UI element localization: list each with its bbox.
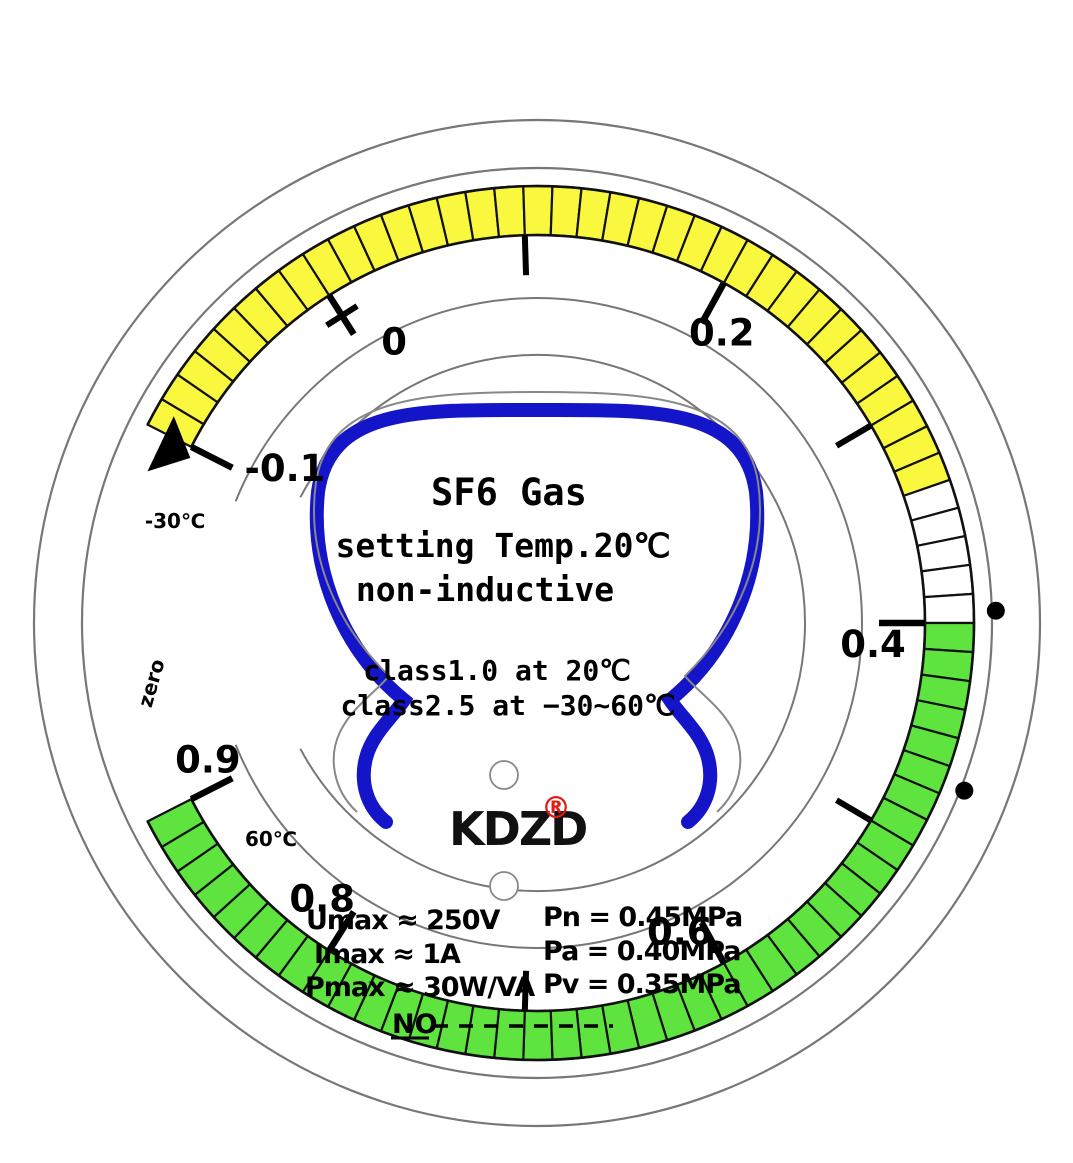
scale-tick [835, 422, 873, 449]
scale-labels: -0.1 0 0.2 0.4 0.6 0.8 0.9 [175, 311, 906, 953]
inner-guide-arc-outer [234, 297, 863, 949]
spec-pmax: Pmax ≈ 30W/VA [305, 972, 535, 1003]
screw-hole-upper [489, 760, 519, 790]
spec-pn: Pn = 0.45MPa [543, 902, 742, 933]
inner-guide-arc-inner [299, 354, 806, 892]
calibration-dots [955, 601, 1005, 800]
index-pointer [147, 416, 191, 472]
temperature-label: zero [133, 656, 170, 710]
scale-tick [835, 797, 873, 824]
spec-pa: Pa = 0.40MPa [543, 936, 740, 967]
scale-segment [522, 1009, 554, 1062]
center-line-setting-temp: setting Temp.20℃ [335, 526, 670, 565]
serial-number-label: NO [392, 1009, 438, 1040]
scale-tick [698, 281, 727, 325]
spec-pv: Pv = 0.35MPa [543, 969, 741, 1000]
scale-label-0neg6: 0.6 [647, 911, 713, 954]
calibration-dot-left [986, 601, 1005, 620]
center-line-class-2: class2.5 at −30~60℃ [341, 689, 676, 722]
outer-bezel-circle [32, 118, 1042, 1128]
scale-label-0neg8: 0.8 [289, 878, 355, 921]
gray-horseshoe-outline [313, 390, 761, 813]
center-line-sf6-gas: SF6 Gas [431, 471, 587, 514]
screw-hole-lower [489, 871, 519, 901]
spec-umax: Umax ≈ 250V [306, 905, 500, 936]
temperature-label: 60℃ [245, 827, 297, 851]
scale-tick [521, 970, 530, 1011]
spec-imax: Imax ≈ 1A [314, 939, 461, 970]
scale-segment [920, 563, 975, 599]
scale-tick [521, 235, 530, 276]
scale-label-neg0-1: -0.1 [245, 447, 326, 490]
center-line-non-inductive: non-inductive [356, 570, 614, 609]
temperature-label: -30℃ [145, 509, 205, 533]
scale-segment [922, 621, 976, 654]
temperature-labels: -30℃ zero 60℃ [133, 509, 297, 851]
scale-tick [698, 921, 727, 965]
scale-segment [549, 1007, 583, 1061]
scale-segment [922, 592, 976, 625]
inner-bezel-circle [80, 166, 994, 1080]
band-outer-edge [146, 184, 976, 1062]
scale-label-0: 0 [381, 320, 407, 363]
calibration-dot-right [955, 781, 974, 800]
center-line-class-1: class1.0 at 20℃ [363, 654, 630, 687]
scale-label-0neg2: 0.2 [689, 311, 755, 354]
tick-marks [189, 235, 925, 1011]
zero-tick-crossbar [325, 303, 359, 328]
scale-tick [326, 910, 357, 953]
scale-label-0neg4: 0.4 [840, 623, 906, 666]
scale-segment [522, 184, 554, 237]
scale-segment [492, 185, 526, 239]
scale-tick [189, 443, 234, 471]
blue-setpoint-arc [309, 402, 765, 829]
pointer-triangle [147, 416, 191, 472]
brand-logo-text: KDZD [449, 802, 586, 856]
scale-tick [189, 775, 234, 803]
registered-trademark-icon: ® [541, 791, 571, 826]
scale-label-0neg9: 0.9 [175, 738, 241, 781]
